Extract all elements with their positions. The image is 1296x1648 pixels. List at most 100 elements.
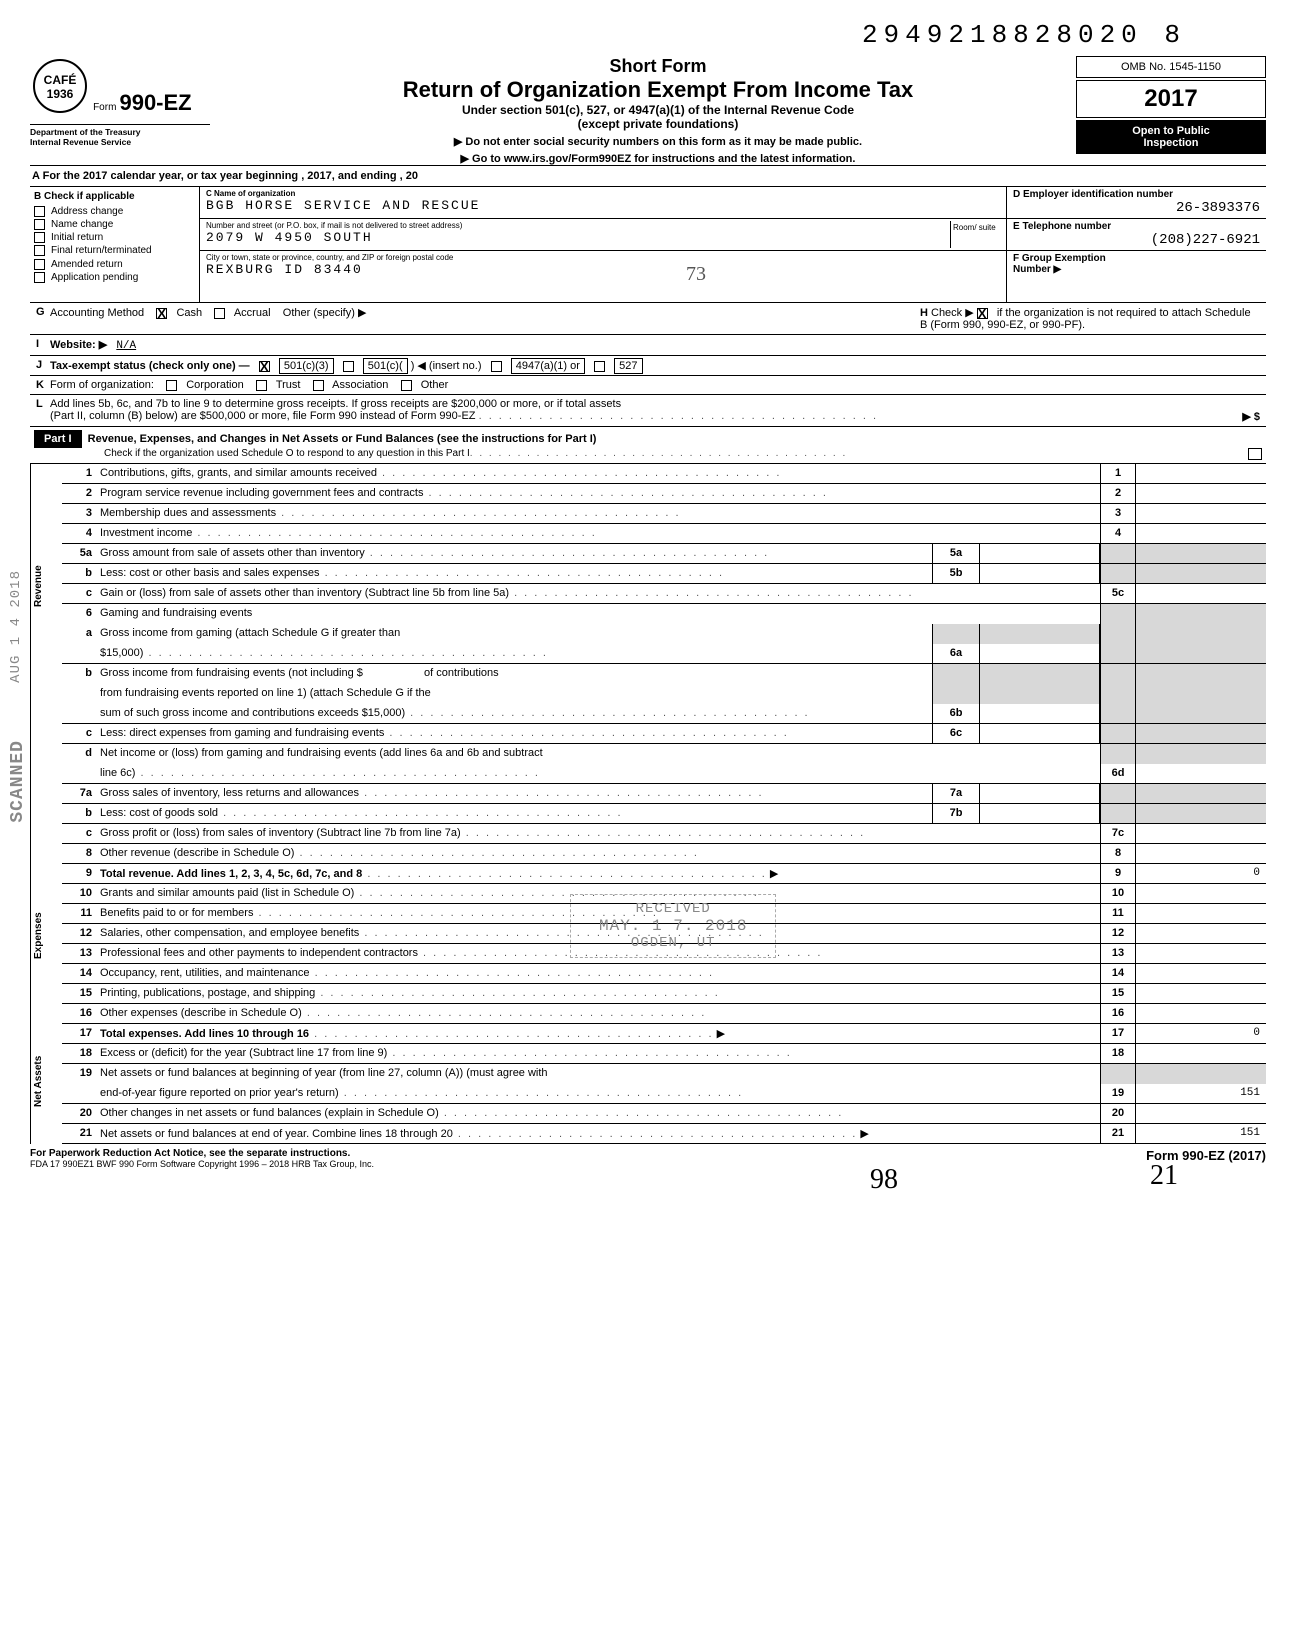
line14-desc: Occupancy, rent, utilities, and maintena…: [100, 967, 310, 979]
header-center: Short Form Return of Organization Exempt…: [240, 56, 1076, 165]
part1-checkbox[interactable]: [1248, 448, 1262, 460]
g-opt-other: Other (specify) ▶: [283, 307, 367, 319]
f-number-label: Number ▶: [1013, 264, 1260, 275]
line4-val[interactable]: [1136, 524, 1266, 543]
chk-address-change[interactable]: [34, 206, 45, 217]
signature-1-icon: 98: [870, 1164, 898, 1196]
header-right: OMB No. 1545-1150 2017 Open to Public In…: [1076, 56, 1266, 156]
line6a-desc1: Gross income from gaming (attach Schedul…: [100, 627, 400, 639]
received-l1: RECEIVED: [599, 901, 747, 917]
line6c-val[interactable]: [980, 724, 1100, 743]
line5a-desc: Gross amount from sale of assets other t…: [100, 547, 365, 559]
line-l: L Add lines 5b, 6c, and 7b to line 9 to …: [30, 395, 1266, 426]
col-b-checkboxes: B Check if applicable Address change Nam…: [30, 187, 200, 302]
org-name: BGB HORSE SERVICE AND RESCUE: [206, 198, 1000, 213]
l-end: ▶ $: [1242, 410, 1260, 423]
line6a-val[interactable]: [980, 644, 1100, 663]
footer-mid: FDA 17 990EZ1 BWF 990 Form Software Copy…: [30, 1159, 374, 1169]
line2-desc: Program service revenue including govern…: [100, 487, 423, 499]
line12-val[interactable]: [1136, 924, 1266, 943]
line2-val[interactable]: [1136, 484, 1266, 503]
header-left: CAFÉ1936 Form 990-EZ Department of the T…: [30, 56, 240, 147]
line7c-val[interactable]: [1136, 824, 1266, 843]
line11-val[interactable]: [1136, 904, 1266, 923]
chk-cash[interactable]: [156, 308, 167, 319]
line20-desc: Other changes in net assets or fund bala…: [100, 1107, 439, 1119]
line10-val[interactable]: [1136, 884, 1266, 903]
line13-val[interactable]: [1136, 944, 1266, 963]
form-number: 990-EZ: [119, 90, 191, 115]
chk-label: Application pending: [51, 272, 138, 283]
f-group-label: F Group Exemption: [1013, 253, 1260, 264]
chk-application-pending[interactable]: [34, 272, 45, 283]
dept-line1: Department of the Treasury: [30, 127, 210, 137]
chk-label: Amended return: [51, 259, 123, 270]
line7a-val[interactable]: [980, 784, 1100, 803]
line7b-val[interactable]: [980, 804, 1100, 823]
short-form: Short Form: [240, 56, 1076, 77]
line8-val[interactable]: [1136, 844, 1266, 863]
line13-desc: Professional fees and other payments to …: [100, 947, 418, 959]
line17-val: 0: [1136, 1024, 1266, 1043]
line18-val[interactable]: [1136, 1044, 1266, 1063]
j-opt-501c: 501(c)(: [363, 358, 408, 374]
line6d-val[interactable]: [1136, 764, 1266, 783]
line5b-desc: Less: cost or other basis and sales expe…: [100, 567, 320, 579]
line5c-val[interactable]: [1136, 584, 1266, 603]
line-i: I Website: ▶ N/A: [30, 335, 1266, 356]
line5b-val[interactable]: [980, 564, 1100, 583]
footer-row: For Paperwork Reduction Act Notice, see …: [30, 1148, 1266, 1170]
l-text2: (Part II, column (B) below) are $500,000…: [50, 410, 476, 422]
line17-desc: Total expenses. Add lines 10 through 16: [100, 1028, 309, 1040]
section-bcd: B Check if applicable Address change Nam…: [30, 187, 1266, 303]
part1-badge: Part I: [34, 430, 82, 448]
tax-year: 2017: [1076, 80, 1266, 118]
k-opt-other: Other: [421, 379, 449, 391]
chk-accrual[interactable]: [214, 308, 225, 319]
chk-501c3[interactable]: [259, 361, 270, 372]
line7c-desc: Gross profit or (loss) from sales of inv…: [100, 827, 461, 839]
chk-final-return[interactable]: [34, 245, 45, 256]
line15-desc: Printing, publications, postage, and shi…: [100, 987, 315, 999]
line20-val[interactable]: [1136, 1104, 1266, 1123]
line19-val: 151: [1136, 1084, 1266, 1103]
line5c-desc: Gain or (loss) from sale of assets other…: [100, 587, 509, 599]
line15-val[interactable]: [1136, 984, 1266, 1003]
side-revenue: Revenue: [30, 464, 62, 884]
chk-h[interactable]: [977, 308, 988, 319]
chk-label: Address change: [51, 206, 123, 217]
line9-val: 0: [1136, 864, 1266, 883]
i-label: Website: ▶: [50, 339, 107, 351]
line5a-val[interactable]: [980, 544, 1100, 563]
k-opt-trust: Trust: [276, 379, 301, 391]
line21-val: 151: [1136, 1124, 1266, 1143]
chk-4947[interactable]: [491, 361, 502, 372]
line19b-desc: end-of-year figure reported on prior yea…: [100, 1087, 339, 1099]
j-insert: ) ◀ (insert no.): [411, 360, 482, 372]
form-label: Form 990-EZ: [93, 90, 192, 116]
chk-527[interactable]: [594, 361, 605, 372]
chk-amended-return[interactable]: [34, 259, 45, 270]
line1-val[interactable]: [1136, 464, 1266, 483]
cafe-logo-icon: CAFÉ1936: [30, 56, 90, 116]
line3-val[interactable]: [1136, 504, 1266, 523]
form-header: CAFÉ1936 Form 990-EZ Department of the T…: [30, 56, 1266, 165]
chk-assoc[interactable]: [313, 380, 324, 391]
g-opt-cash: Cash: [176, 307, 202, 319]
col-b-header: Check if applicable: [44, 191, 135, 202]
k-opt-corp: Corporation: [186, 379, 243, 391]
line14-val[interactable]: [1136, 964, 1266, 983]
addr-label: Number and street (or P.O. box, if mail …: [206, 221, 950, 230]
chk-501c[interactable]: [343, 361, 354, 372]
chk-corp[interactable]: [166, 380, 177, 391]
chk-initial-return[interactable]: [34, 232, 45, 243]
initials-stamp: 73: [686, 263, 706, 285]
chk-name-change[interactable]: [34, 219, 45, 230]
line16-val[interactable]: [1136, 1004, 1266, 1023]
chk-trust[interactable]: [256, 380, 267, 391]
form-subtitle: Under section 501(c), 527, or 4947(a)(1)…: [240, 103, 1076, 117]
part1-title: Revenue, Expenses, and Changes in Net As…: [88, 433, 597, 445]
chk-other-org[interactable]: [401, 380, 412, 391]
line6b-val[interactable]: [980, 704, 1100, 723]
g-label: Accounting Method: [50, 307, 144, 319]
